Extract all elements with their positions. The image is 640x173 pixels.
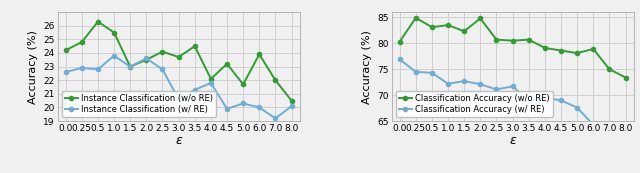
Classification Accuracy (w/o RE) [444,24,452,26]
Instance Classification (w/o RE) [143,59,150,61]
Classification Accuracy (w/ RE) [621,133,629,135]
Classification Accuracy (w/o RE) [493,39,500,41]
Instance Classification (w/ RE) [255,106,263,108]
Instance Classification (w/ RE) [78,67,86,69]
Classification Accuracy (w/ RE) [493,88,500,90]
Classification Accuracy (w/ RE) [428,72,436,74]
Classification Accuracy (w/o RE) [621,76,629,79]
Line: Classification Accuracy (w/o RE): Classification Accuracy (w/o RE) [397,16,628,80]
Instance Classification (w/ RE) [239,102,247,104]
X-axis label: ε: ε [175,134,182,147]
Classification Accuracy (w/o RE) [525,39,532,41]
Classification Accuracy (w/ RE) [605,136,613,138]
Line: Instance Classification (w/ RE): Instance Classification (w/ RE) [63,54,294,120]
Legend: Instance Classification (w/o RE), Instance Classification (w/ RE): Instance Classification (w/o RE), Instan… [62,91,216,117]
Instance Classification (w/o RE) [288,100,296,102]
Classification Accuracy (w/ RE) [589,124,597,126]
Instance Classification (w/ RE) [126,66,134,68]
Classification Accuracy (w/ RE) [444,83,452,85]
Classification Accuracy (w/o RE) [541,47,548,49]
Classification Accuracy (w/ RE) [460,80,468,82]
Instance Classification (w/ RE) [143,57,150,60]
Classification Accuracy (w/o RE) [605,68,613,70]
Instance Classification (w/o RE) [255,53,263,55]
Instance Classification (w/o RE) [239,83,247,85]
Instance Classification (w/o RE) [207,78,214,80]
Legend: Classification Accuracy (w/o RE), Classification Accuracy (w/ RE): Classification Accuracy (w/o RE), Classi… [396,91,553,117]
Instance Classification (w/ RE) [159,68,166,70]
Instance Classification (w/ RE) [94,68,102,70]
Classification Accuracy (w/o RE) [460,30,468,32]
Instance Classification (w/ RE) [288,105,296,107]
Instance Classification (w/ RE) [62,71,70,73]
Instance Classification (w/o RE) [191,45,198,47]
Instance Classification (w/o RE) [94,21,102,23]
Instance Classification (w/o RE) [159,51,166,53]
Instance Classification (w/o RE) [223,63,231,65]
Instance Classification (w/o RE) [126,66,134,68]
Instance Classification (w/ RE) [271,117,279,119]
Classification Accuracy (w/ RE) [477,83,484,85]
Instance Classification (w/ RE) [207,82,214,84]
Classification Accuracy (w/ RE) [509,85,516,87]
Instance Classification (w/o RE) [110,31,118,34]
Classification Accuracy (w/ RE) [557,99,565,101]
Classification Accuracy (w/o RE) [428,26,436,28]
Instance Classification (w/ RE) [175,98,182,100]
Instance Classification (w/ RE) [191,89,198,91]
Line: Instance Classification (w/o RE): Instance Classification (w/o RE) [63,20,294,103]
Classification Accuracy (w/ RE) [573,107,581,109]
Classification Accuracy (w/o RE) [396,41,403,43]
Classification Accuracy (w/o RE) [589,48,597,50]
Classification Accuracy (w/o RE) [509,40,516,42]
Y-axis label: Accuracy (%): Accuracy (%) [28,30,38,104]
Line: Classification Accuracy (w/ RE): Classification Accuracy (w/ RE) [397,57,628,139]
Instance Classification (w/ RE) [110,55,118,57]
Instance Classification (w/o RE) [271,79,279,81]
Classification Accuracy (w/o RE) [412,17,420,19]
Classification Accuracy (w/ RE) [412,71,420,73]
Classification Accuracy (w/o RE) [557,49,565,52]
Instance Classification (w/o RE) [175,56,182,58]
Classification Accuracy (w/o RE) [477,17,484,19]
X-axis label: ε: ε [509,134,516,147]
Classification Accuracy (w/o RE) [573,52,581,54]
Instance Classification (w/o RE) [78,41,86,43]
Classification Accuracy (w/ RE) [525,100,532,102]
Instance Classification (w/o RE) [62,49,70,51]
Y-axis label: Accuracy (%): Accuracy (%) [362,30,372,104]
Instance Classification (w/ RE) [223,108,231,110]
Classification Accuracy (w/ RE) [396,58,403,60]
Classification Accuracy (w/ RE) [541,97,548,99]
